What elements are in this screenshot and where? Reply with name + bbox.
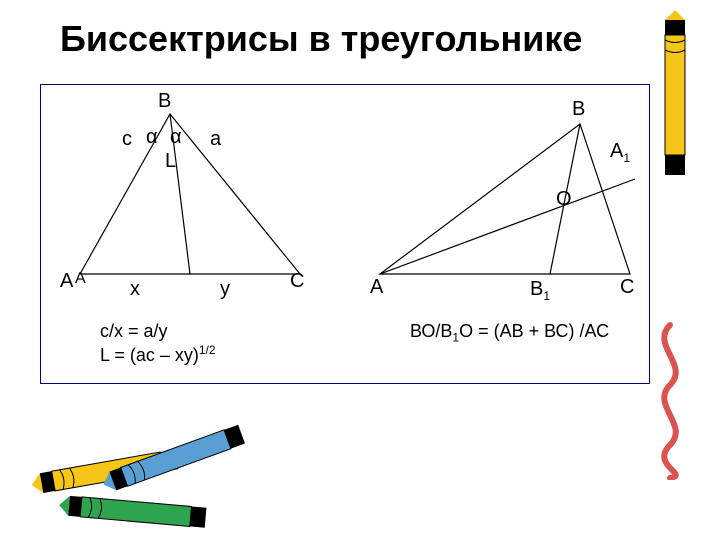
right-triangle	[380, 124, 635, 274]
label-B-right: В	[572, 98, 585, 121]
label-L: L	[165, 150, 176, 173]
label-C-left: С	[290, 270, 304, 293]
label-alpha2: α	[170, 126, 182, 149]
label-O: О	[556, 188, 572, 211]
slide-title: Биссектрисы в треугольнике	[60, 18, 582, 60]
formula-left: c/x = a/y L = (ac – xy)1/2	[100, 320, 216, 368]
label-alpha1: α	[146, 126, 158, 149]
crayon-right-icon	[650, 10, 700, 190]
label-C-right: С	[620, 276, 634, 299]
label-A1: А1	[610, 140, 630, 165]
label-A-left: А	[60, 270, 73, 293]
label-A-right: А	[370, 276, 383, 299]
squiggle-icon	[645, 320, 695, 480]
left-triangle	[80, 114, 300, 274]
formula-right: ВО/В1О = (АВ + ВС) /АС	[410, 320, 609, 346]
label-a: a	[210, 128, 221, 151]
label-A2-left: А	[75, 270, 86, 288]
label-x: x	[130, 278, 140, 301]
crayon-group-icon	[20, 415, 280, 535]
label-B1: В1	[530, 278, 550, 303]
label-y: y	[220, 278, 230, 301]
label-c: c	[122, 128, 132, 151]
label-B-left: В	[158, 90, 171, 113]
